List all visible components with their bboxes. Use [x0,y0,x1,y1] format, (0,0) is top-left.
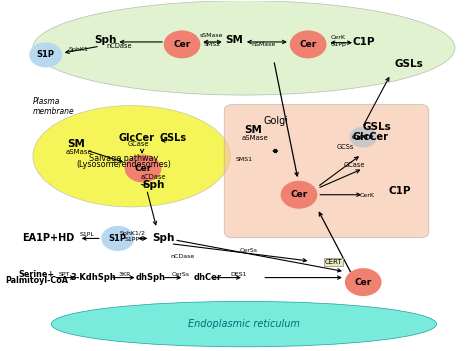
Text: sSMase: sSMase [200,33,224,38]
Ellipse shape [51,302,437,347]
Text: dhSph: dhSph [136,273,165,282]
Text: 3KR: 3KR [118,272,131,277]
Text: Golgi: Golgi [264,116,289,126]
Text: GSLs: GSLs [395,59,423,69]
Text: CerSs: CerSs [172,272,190,277]
Text: GCSs: GCSs [336,144,354,150]
Text: Palmitoyl-CoA: Palmitoyl-CoA [5,276,68,285]
Circle shape [101,226,134,251]
Text: SPT: SPT [58,272,70,277]
Text: S1P: S1P [37,51,55,59]
Text: Sph: Sph [142,180,164,190]
Circle shape [281,181,317,209]
Text: Cer: Cer [300,40,317,49]
Text: GlcCer: GlcCer [118,133,154,143]
Circle shape [290,31,327,58]
Text: C1P: C1P [389,186,411,196]
Text: GSLs: GSLs [159,133,186,143]
Text: GCase: GCase [343,162,365,168]
Text: SM: SM [244,125,262,135]
Text: nCDase: nCDase [106,43,132,49]
Text: GlcCer: GlcCer [352,132,388,142]
Text: DES1: DES1 [230,272,246,277]
Circle shape [29,42,62,67]
Text: Salvage pathway: Salvage pathway [89,154,158,163]
Text: Plasma
membrane: Plasma membrane [33,97,75,116]
Text: SM: SM [68,139,85,149]
Circle shape [345,268,382,296]
Ellipse shape [33,106,230,207]
Text: SM: SM [225,35,243,45]
Circle shape [164,31,201,58]
Text: dhCer: dhCer [193,273,221,282]
Text: nSMase: nSMase [252,41,276,47]
Circle shape [349,127,377,147]
Text: SphK1/2: SphK1/2 [119,231,146,236]
Text: CerK: CerK [331,35,346,40]
Text: Cer: Cer [291,190,308,199]
Text: aCDase: aCDase [140,174,166,180]
Ellipse shape [33,1,455,95]
Text: S1P: S1P [109,234,127,243]
Text: aSMase: aSMase [65,150,92,155]
Text: C1P: C1P [353,37,375,47]
FancyBboxPatch shape [224,105,429,238]
Text: S1PP: S1PP [125,237,140,242]
Text: Sph: Sph [153,233,175,244]
Text: S1PL: S1PL [80,232,94,237]
Text: GCase: GCase [128,141,149,147]
Text: aSMase: aSMase [242,135,269,141]
Text: SMS1: SMS1 [236,157,253,162]
Text: Endoplasmic reticulum: Endoplasmic reticulum [188,319,300,330]
Text: (Lysosome/endosomes): (Lysosome/endosomes) [76,160,171,169]
Text: Cer: Cer [173,40,191,49]
Text: GSLs: GSLs [363,121,392,132]
Text: Cer: Cer [355,278,372,287]
Text: 3-KdhSph: 3-KdhSph [71,273,116,282]
Text: CerK: CerK [359,193,374,198]
Text: Cer: Cer [135,164,152,173]
Text: SphK1: SphK1 [69,47,89,52]
Text: CerSs: CerSs [239,248,257,253]
Text: EA1P+HD: EA1P+HD [22,233,74,244]
Text: Sph: Sph [94,35,117,45]
Text: C1Pp: C1Pp [330,42,346,47]
Circle shape [125,154,161,183]
Text: nCDase: nCDase [170,254,194,259]
Text: Serine+: Serine+ [18,270,55,279]
Text: SMS2: SMS2 [203,41,220,47]
Text: C1PTP: C1PTP [352,134,374,140]
Text: CERT: CERT [325,259,342,265]
